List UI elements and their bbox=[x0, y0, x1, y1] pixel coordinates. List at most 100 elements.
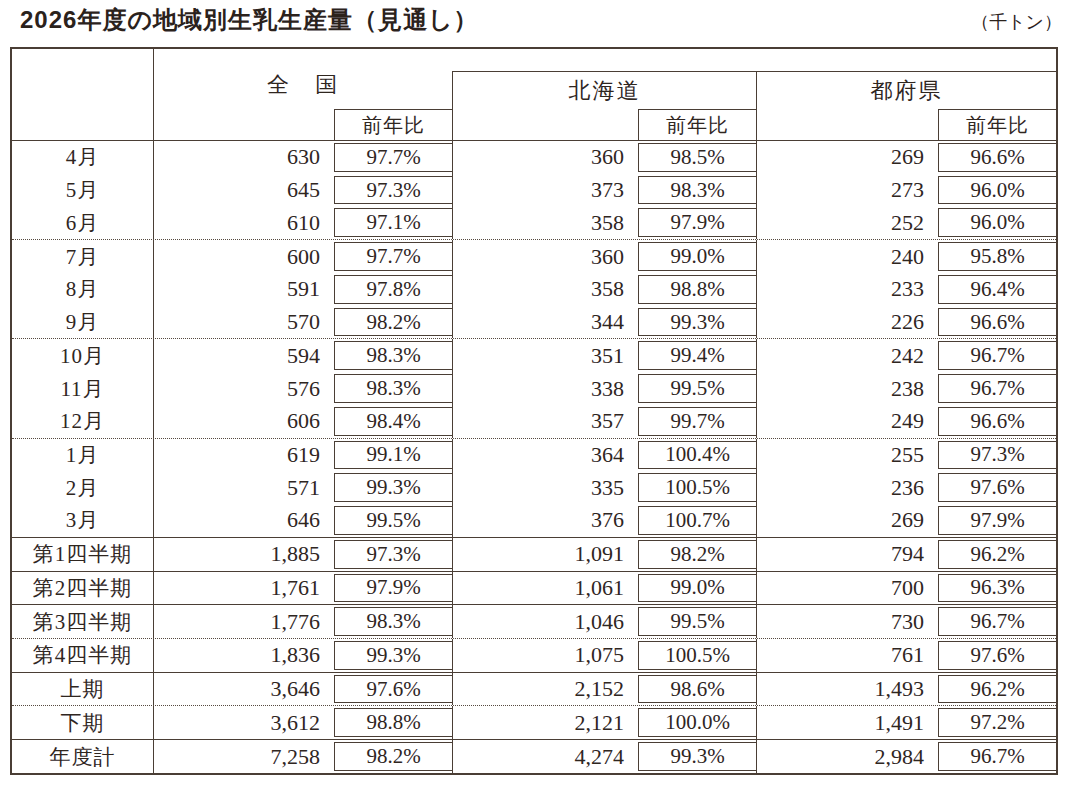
yoy-national: 97.8% bbox=[334, 273, 452, 306]
value-prefectures: 269 bbox=[756, 504, 938, 537]
table-body: 4月63097.7%36098.5%26996.6%5月64597.3%3739… bbox=[12, 141, 1056, 773]
yoy-national: 97.7% bbox=[334, 240, 452, 273]
value-hokkaido: 358 bbox=[452, 206, 638, 239]
yoy-hokkaido: 100.5% bbox=[638, 639, 756, 672]
value-hokkaido: 4,274 bbox=[452, 740, 638, 773]
table-row: 年度計7,25898.2%4,27499.3%2,98496.7% bbox=[12, 740, 1056, 773]
value-prefectures: 730 bbox=[756, 605, 938, 638]
page-title: 2026年度の地域別生乳生産量（見通し） bbox=[20, 4, 479, 36]
yoy-prefectures: 97.6% bbox=[938, 471, 1056, 504]
value-hokkaido: 357 bbox=[452, 405, 638, 438]
yoy-hokkaido: 99.4% bbox=[638, 339, 756, 372]
row-label: 8月 bbox=[12, 273, 154, 306]
yoy-prefectures: 96.0% bbox=[938, 174, 1056, 207]
yoy-prefectures: 96.6% bbox=[938, 306, 1056, 339]
yoy-hokkaido: 99.5% bbox=[638, 372, 756, 405]
table-row: 第2四半期1,76197.9%1,06199.0%70096.3% bbox=[12, 572, 1056, 606]
document-page: 2026年度の地域別生乳生産量（見通し） （千トン） 全 国 前年比 北海道 前… bbox=[0, 0, 1071, 789]
yoy-hokkaido: 99.5% bbox=[638, 605, 756, 638]
group-label-prefectures: 都府県 bbox=[757, 72, 1056, 110]
yoy-hokkaido: 100.7% bbox=[638, 504, 756, 537]
value-hokkaido: 1,091 bbox=[452, 538, 638, 571]
table-row: 下期3,61298.8%2,121100.0%1,49197.2% bbox=[12, 706, 1056, 740]
value-prefectures: 273 bbox=[756, 174, 938, 207]
value-prefectures: 252 bbox=[756, 206, 938, 239]
yoy-national: 98.2% bbox=[334, 740, 452, 773]
table-row: 第1四半期1,88597.3%1,09198.2%79496.2% bbox=[12, 538, 1056, 572]
yoy-prefectures: 96.4% bbox=[938, 273, 1056, 306]
row-label: 10月 bbox=[12, 339, 154, 372]
row-label: 11月 bbox=[12, 372, 154, 405]
value-hokkaido: 373 bbox=[452, 174, 638, 207]
row-label: 7月 bbox=[12, 240, 154, 273]
table-row: 11月57698.3%33899.5%23896.7% bbox=[12, 372, 1056, 405]
yoy-prefectures: 97.2% bbox=[938, 706, 1056, 739]
value-hokkaido: 376 bbox=[452, 504, 638, 537]
yoy-prefectures: 96.2% bbox=[938, 673, 1056, 706]
value-hokkaido: 335 bbox=[452, 471, 638, 504]
value-national: 7,258 bbox=[154, 740, 334, 773]
value-national: 646 bbox=[154, 504, 334, 537]
group-header-prefectures: 都府県 前年比 bbox=[756, 49, 1056, 140]
value-prefectures: 249 bbox=[756, 405, 938, 438]
yoy-prefectures: 96.7% bbox=[938, 339, 1056, 372]
table-row: 6月61097.1%35897.9%25296.0% bbox=[12, 206, 1056, 240]
yoy-hokkaido: 98.6% bbox=[638, 673, 756, 706]
yoy-hokkaido: 99.0% bbox=[638, 572, 756, 605]
table-row: 9月57098.2%34499.3%22696.6% bbox=[12, 306, 1056, 340]
yoy-national: 98.3% bbox=[334, 605, 452, 638]
value-national: 619 bbox=[154, 439, 334, 472]
group-label-hokkaido: 北海道 bbox=[453, 72, 756, 110]
yoy-prefectures: 95.8% bbox=[938, 240, 1056, 273]
value-prefectures: 255 bbox=[756, 439, 938, 472]
value-national: 3,646 bbox=[154, 673, 334, 706]
table-row: 4月63097.7%36098.5%26996.6% bbox=[12, 141, 1056, 174]
value-hokkaido: 2,152 bbox=[452, 673, 638, 706]
value-hokkaido: 2,121 bbox=[452, 706, 638, 739]
table-row: 2月57199.3%335100.5%23697.6% bbox=[12, 471, 1056, 504]
table-row: 8月59197.8%35898.8%23396.4% bbox=[12, 273, 1056, 306]
value-national: 630 bbox=[154, 141, 334, 174]
yoy-subheader-prefectures: 前年比 bbox=[938, 109, 1056, 140]
value-prefectures: 226 bbox=[756, 306, 938, 339]
row-label: 3月 bbox=[12, 504, 154, 537]
value-hokkaido: 344 bbox=[452, 306, 638, 339]
value-national: 1,761 bbox=[154, 572, 334, 605]
yoy-national: 97.7% bbox=[334, 141, 452, 174]
row-label: 1月 bbox=[12, 439, 154, 472]
value-hokkaido: 1,061 bbox=[452, 572, 638, 605]
value-hokkaido: 351 bbox=[452, 339, 638, 372]
table-row: 3月64699.5%376100.7%26997.9% bbox=[12, 504, 1056, 538]
yoy-hokkaido: 99.3% bbox=[638, 740, 756, 773]
value-national: 600 bbox=[154, 240, 334, 273]
value-hokkaido: 338 bbox=[452, 372, 638, 405]
milk-production-table: 全 国 前年比 北海道 前年比 都府県 前年比 4月63097.7%36098.… bbox=[10, 47, 1058, 775]
value-prefectures: 236 bbox=[756, 471, 938, 504]
yoy-national: 99.5% bbox=[334, 504, 452, 537]
value-national: 3,612 bbox=[154, 706, 334, 739]
yoy-prefectures: 96.6% bbox=[938, 405, 1056, 438]
yoy-hokkaido: 100.4% bbox=[638, 439, 756, 472]
value-prefectures: 233 bbox=[756, 273, 938, 306]
yoy-hokkaido: 97.9% bbox=[638, 206, 756, 239]
value-prefectures: 2,984 bbox=[756, 740, 938, 773]
value-national: 571 bbox=[154, 471, 334, 504]
value-hokkaido: 360 bbox=[452, 240, 638, 273]
table-row: 第4四半期1,83699.3%1,075100.5%76197.6% bbox=[12, 639, 1056, 673]
value-prefectures: 242 bbox=[756, 339, 938, 372]
value-prefectures: 238 bbox=[756, 372, 938, 405]
row-label: 上期 bbox=[12, 673, 154, 706]
value-national: 594 bbox=[154, 339, 334, 372]
row-label: 第2四半期 bbox=[12, 572, 154, 605]
yoy-prefectures: 97.3% bbox=[938, 439, 1056, 472]
yoy-national: 97.6% bbox=[334, 673, 452, 706]
yoy-national: 97.1% bbox=[334, 206, 452, 239]
yoy-subheader-national: 前年比 bbox=[334, 109, 452, 140]
yoy-national: 99.3% bbox=[334, 471, 452, 504]
yoy-hokkaido: 99.7% bbox=[638, 405, 756, 438]
row-label: 第1四半期 bbox=[12, 538, 154, 571]
value-prefectures: 269 bbox=[756, 141, 938, 174]
yoy-prefectures: 97.6% bbox=[938, 639, 1056, 672]
yoy-hokkaido: 98.5% bbox=[638, 141, 756, 174]
value-national: 606 bbox=[154, 405, 334, 438]
